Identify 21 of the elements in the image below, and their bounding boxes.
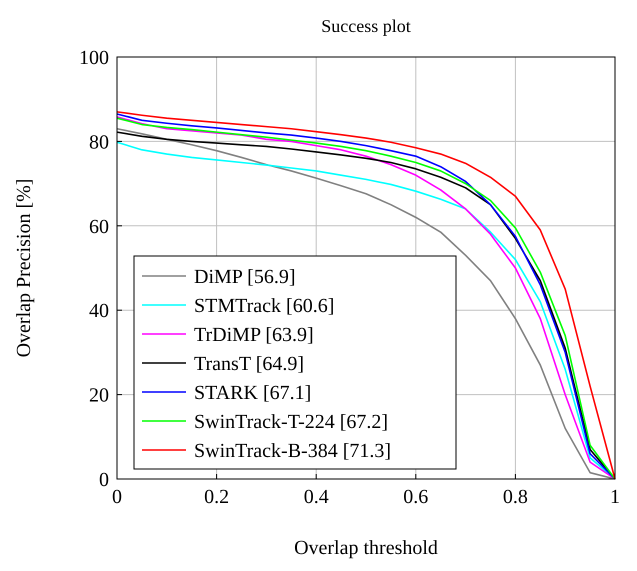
x-tick-label: 0.4 xyxy=(304,486,329,508)
legend-label: STARK [67.1] xyxy=(194,382,312,404)
y-tick-label: 60 xyxy=(89,216,109,238)
legend-label: TransT [64.9] xyxy=(194,353,304,375)
x-axis-title: Overlap threshold xyxy=(294,537,438,559)
y-tick-label: 80 xyxy=(89,131,109,154)
chart-title: Success plot xyxy=(321,16,411,36)
x-tick-label: 0.6 xyxy=(403,486,428,508)
y-axis-title: Overlap Precision [%] xyxy=(13,178,35,358)
x-tick-label: 0.2 xyxy=(204,486,230,508)
x-tick-label: 1 xyxy=(610,486,620,508)
legend-label: DiMP [56.9] xyxy=(194,266,296,288)
legend-label: STMTrack [60.6] xyxy=(194,295,334,317)
legend-label: SwinTrack-T-224 [67.2] xyxy=(194,411,388,433)
y-tick-label: 40 xyxy=(89,300,109,322)
y-tick-label: 100 xyxy=(79,47,109,69)
y-tick-label: 0 xyxy=(99,469,109,491)
legend-label: SwinTrack-B-384 [71.3] xyxy=(194,440,392,462)
y-tick-label: 20 xyxy=(89,384,109,407)
legend-label: TrDiMP [63.9] xyxy=(194,324,314,346)
x-tick-label: 0.8 xyxy=(502,486,528,508)
